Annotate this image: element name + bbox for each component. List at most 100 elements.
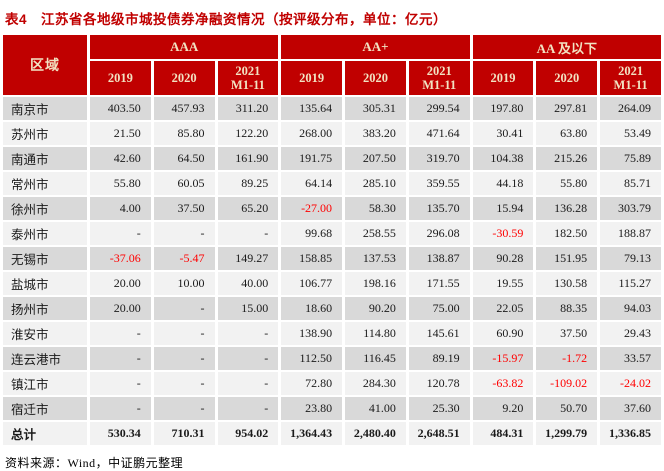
value-cell: 359.55 [408, 172, 470, 195]
value-cell: - [217, 397, 279, 420]
value-cell: 145.61 [408, 322, 470, 345]
value-cell: - [153, 372, 215, 395]
city-row: 扬州市 20.00-15.00 18.60 90.20 75.00 22.05 88.35 9… [3, 297, 661, 320]
value-cell: - [153, 397, 215, 420]
group-header-aaa: AAA [90, 35, 279, 59]
value-cell: 1,364.43 [281, 422, 343, 445]
value-cell: 79.13 [600, 247, 661, 270]
value-cell: 710.31 [153, 422, 215, 445]
value-cell: 25.30 [408, 397, 470, 420]
value-cell: 75.00 [408, 297, 470, 320]
value-cell: 296.08 [408, 222, 470, 245]
value-cell: 20.00 [90, 272, 151, 295]
region-cell: 扬州市 [3, 297, 87, 320]
value-cell: 130.58 [536, 272, 598, 295]
group-header-aa-plus: AA+ [281, 35, 470, 59]
value-cell: 44.18 [472, 172, 534, 195]
value-cell: 64.14 [281, 172, 343, 195]
value-cell: 72.80 [281, 372, 343, 395]
value-cell: 284.30 [345, 372, 406, 395]
value-cell: -24.02 [600, 372, 661, 395]
value-cell: -30.59 [472, 222, 534, 245]
value-cell: 149.27 [217, 247, 279, 270]
value-cell: -27.00 [281, 197, 343, 220]
value-cell: 383.20 [345, 122, 406, 145]
value-cell: 63.80 [536, 122, 598, 145]
region-cell: 徐州市 [3, 197, 87, 220]
value-cell: 30.41 [472, 122, 534, 145]
value-cell: 85.80 [153, 122, 215, 145]
region-column-header: 区域 [3, 35, 87, 95]
table-title: 表4 江苏省各地级市城投债券净融资情况（按评级分布，单位：亿元） [5, 12, 448, 27]
value-cell: 20.00 [90, 297, 151, 320]
value-cell: 297.81 [536, 97, 598, 120]
value-cell: - [217, 222, 279, 245]
value-cell: 258.55 [345, 222, 406, 245]
table-body: 南京市 403.50 457.93 311.20 135.64 305.31 299.54 1… [3, 97, 661, 445]
value-cell: 264.09 [600, 97, 661, 120]
city-row: 南通市 42.60 64.50 161.90 191.75 207.50 319.70 104… [3, 147, 661, 170]
year-header: 2020 [153, 61, 215, 95]
value-cell: -63.82 [472, 372, 534, 395]
value-cell: 161.90 [217, 147, 279, 170]
value-cell: 299.54 [408, 97, 470, 120]
value-cell: 37.50 [536, 322, 598, 345]
city-row: 南京市 403.50 457.93 311.20 135.64 305.31 299.54 1… [3, 97, 661, 120]
region-cell: 无锡市 [3, 247, 87, 270]
value-cell: 33.57 [600, 347, 661, 370]
value-cell: 138.87 [408, 247, 470, 270]
value-cell: 403.50 [90, 97, 151, 120]
value-cell: 457.93 [153, 97, 215, 120]
value-cell: 138.90 [281, 322, 343, 345]
value-cell: 19.55 [472, 272, 534, 295]
year-header: 2019 [281, 61, 343, 95]
year-header: 2019 [90, 61, 151, 95]
value-cell: 40.00 [217, 272, 279, 295]
region-cell: 总计 [3, 422, 87, 445]
value-cell: 37.50 [153, 197, 215, 220]
value-cell: 215.26 [536, 147, 598, 170]
year-header: 2020 [536, 61, 598, 95]
value-cell: 9.20 [472, 397, 534, 420]
value-cell: -37.06 [90, 247, 151, 270]
value-cell: 135.70 [408, 197, 470, 220]
value-cell: - [153, 297, 215, 320]
city-row: 宿迁市 - - -23.80 41.00 25.30 9.20 50.70 37.60 [3, 397, 661, 420]
region-cell: 盐城市 [3, 272, 87, 295]
value-cell: 1,336.85 [600, 422, 661, 445]
value-cell: 1,299.79 [536, 422, 598, 445]
region-cell: 泰州市 [3, 222, 87, 245]
value-cell: 182.50 [536, 222, 598, 245]
value-cell: 10.00 [153, 272, 215, 295]
value-cell: 41.00 [345, 397, 406, 420]
value-cell: 311.20 [217, 97, 279, 120]
value-cell: 104.38 [472, 147, 534, 170]
region-cell: 淮安市 [3, 322, 87, 345]
region-cell: 连云港市 [3, 347, 87, 370]
value-cell: - [90, 222, 151, 245]
city-row: 徐州市 4.00 37.50 65.20 -27.00 58.30 135.70 15.94 1… [3, 197, 661, 220]
city-row: 盐城市 20.00 10.00 40.00 106.77 198.16 171.55 19.5… [3, 272, 661, 295]
value-cell: 136.28 [536, 197, 598, 220]
value-cell: 112.50 [281, 347, 343, 370]
value-cell: 158.85 [281, 247, 343, 270]
city-row: 常州市 55.80 60.05 89.25 64.14 285.10 359.55 44.18… [3, 172, 661, 195]
value-cell: 85.71 [600, 172, 661, 195]
value-cell: 319.70 [408, 147, 470, 170]
region-cell: 南通市 [3, 147, 87, 170]
value-cell: 197.80 [472, 97, 534, 120]
year-header: 2019 [472, 61, 534, 95]
year-header: 2021 M1-11 [408, 61, 470, 95]
year-header-row: 2019 2020 2021 M1-11 2019 2020 2021 M1-11 2019… [3, 61, 661, 95]
value-cell: - [90, 372, 151, 395]
value-cell: 471.64 [408, 122, 470, 145]
value-cell: 151.95 [536, 247, 598, 270]
value-cell: 530.34 [90, 422, 151, 445]
value-cell: 53.49 [600, 122, 661, 145]
value-cell: 88.35 [536, 297, 598, 320]
value-cell: 285.10 [345, 172, 406, 195]
value-cell: 188.87 [600, 222, 661, 245]
value-cell: 268.00 [281, 122, 343, 145]
value-cell: 115.27 [600, 272, 661, 295]
